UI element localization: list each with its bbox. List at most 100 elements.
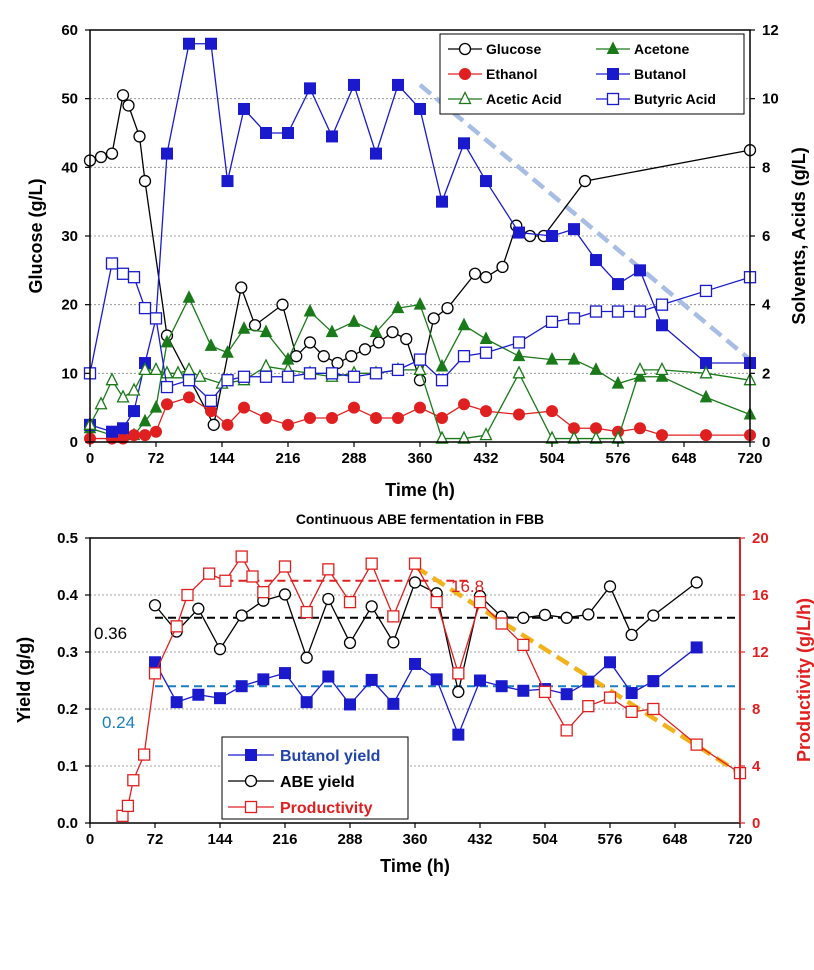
chart-1-legend-marker (459, 68, 471, 80)
c1-point-butanol (568, 223, 580, 236)
chart-2-legend-label: ABE yield (280, 774, 355, 791)
c2-x-tick-label: 288 (337, 831, 362, 848)
chart-1-trendline (418, 83, 752, 362)
c1-point-acetic-acid (567, 430, 581, 444)
chart-1-x-axis-title: Time (h) (385, 480, 455, 500)
c1-point-acetic-acid (94, 396, 108, 410)
c2-y-tick-label: 0.3 (57, 644, 78, 661)
c1-point-acetic-acid (699, 365, 713, 379)
chart-1-legend-label: Butanol (634, 66, 686, 82)
chart-2-legend-label: Productivity (280, 800, 373, 817)
c1-point-butyric-acid (589, 305, 603, 318)
c1-x-tick-label: 360 (407, 450, 432, 467)
c1-point-ethanol (238, 401, 250, 414)
c1-point-glucose (578, 174, 592, 188)
chart-2-annotations: 0.36 0.24 16.8 (94, 577, 484, 732)
chart-1-legend-item-glucose: Glucose (448, 41, 541, 57)
c2-point-abe-yield (408, 576, 422, 589)
chart-2-x-axis-title: Time (h) (380, 856, 450, 876)
chart-1-legend-box (439, 33, 745, 115)
c1-point-butanol (117, 422, 129, 435)
c1-point-ethanol (436, 411, 448, 424)
c1-point-butyric-acid (369, 367, 383, 380)
c2-point-butanol-yield (582, 675, 595, 688)
c2-point-butanol-yield (257, 673, 270, 686)
c1-point-acetone (655, 369, 669, 382)
chart-1-ticks: 0 72 144 216 288 360 432 504 576 648 7200102030405… (61, 22, 778, 467)
c1-x-tick-label: 144 (209, 450, 235, 467)
c2-y-tick-label: 0.5 (57, 530, 78, 547)
c1-point-ethanol (161, 398, 173, 411)
c1-point-acetone (457, 317, 471, 331)
c1-point-butanol (612, 278, 624, 291)
c2-point-abe-yield (343, 636, 357, 650)
c2-point-abe-yield (278, 588, 292, 601)
c1-point-butanol (161, 147, 173, 160)
c1-point-butyric-acid (435, 374, 449, 387)
c1-point-glucose (207, 418, 220, 431)
c1-point-acetic-acid (512, 365, 526, 379)
c1-series-glucose (83, 89, 757, 431)
c1-point-glucose (235, 281, 248, 294)
c1-point-ethanol (183, 391, 195, 404)
c2-point-productivity (219, 574, 232, 587)
c2-x-tick-label: 576 (597, 831, 622, 848)
c1-point-glucose (94, 150, 108, 164)
c1-point-acetic-acid (633, 361, 647, 376)
c1-point-acetone (237, 321, 251, 334)
c2-point-butanol-yield (235, 680, 248, 693)
c1-trend-line (418, 83, 752, 362)
c1-point-glucose (303, 336, 317, 349)
c1-y2-tick-label: 2 (762, 365, 770, 382)
chart-2-y2-axis-title: Productivity (g/L/h) (794, 598, 814, 762)
c1-point-butanol (282, 127, 294, 139)
c2-point-butanol-yield (387, 697, 400, 710)
c2-point-abe-yield (192, 602, 205, 615)
c1-point-acetic-acid (259, 358, 273, 372)
c2-point-productivity (170, 620, 183, 633)
c2-point-butanol-yield (560, 688, 573, 701)
c2-y-tick-label: 0.2 (57, 701, 78, 718)
c2-line-abe-yield (154, 581, 698, 693)
c1-point-butanol (634, 264, 646, 277)
c1-x-tick-label: 576 (605, 450, 630, 467)
c2-point-abe-yield (560, 611, 573, 624)
c1-point-ethanol (282, 418, 294, 431)
c1-point-glucose (441, 301, 454, 315)
c2-point-productivity (257, 586, 270, 599)
c1-x-tick-label: 720 (737, 450, 762, 467)
c1-point-acetone (435, 358, 449, 372)
c1-point-ethanol (128, 429, 140, 442)
c1-point-butyric-acid (160, 380, 174, 394)
c1-point-butanol (436, 195, 448, 208)
c2-point-productivity (121, 799, 135, 813)
c1-point-butyric-acid (325, 367, 339, 380)
c2-point-butanol-yield (344, 698, 356, 711)
c2-point-butanol-yield (300, 696, 313, 709)
chart-1-legend-label: Acetone (634, 41, 689, 57)
chart-2-legend-label: Butanol yield (280, 748, 380, 765)
c2-series-butanol-yield (149, 641, 703, 741)
chart-1-legend-marker (606, 92, 620, 106)
c1-point-glucose (427, 312, 440, 325)
c2-point-abe-yield (452, 685, 465, 699)
c2-point-butanol-yield (474, 674, 486, 687)
c1-x-tick-label: 216 (275, 450, 300, 467)
c2-y2-tick-label: 12 (752, 644, 769, 661)
c1-point-ethanol (458, 398, 470, 411)
c2-point-abe-yield (322, 592, 335, 606)
c2-point-productivity (387, 610, 400, 623)
c1-point-acetone (259, 324, 273, 338)
c2-point-productivity (203, 567, 216, 580)
c2-point-productivity (690, 738, 703, 751)
c1-point-butyric-acid (237, 370, 251, 383)
c1-point-butyric-acid (303, 367, 317, 380)
c2-point-butanol-yield (517, 684, 530, 697)
c2-point-abe-yield (235, 609, 248, 622)
c2-point-butanol-yield (430, 673, 443, 686)
c1-point-butanol (205, 37, 217, 50)
c1-point-acetone (221, 345, 234, 358)
c1-point-acetone (160, 334, 174, 348)
c2-point-productivity (365, 557, 378, 570)
chart-1-legend-item-acetone: Acetone (596, 41, 689, 57)
